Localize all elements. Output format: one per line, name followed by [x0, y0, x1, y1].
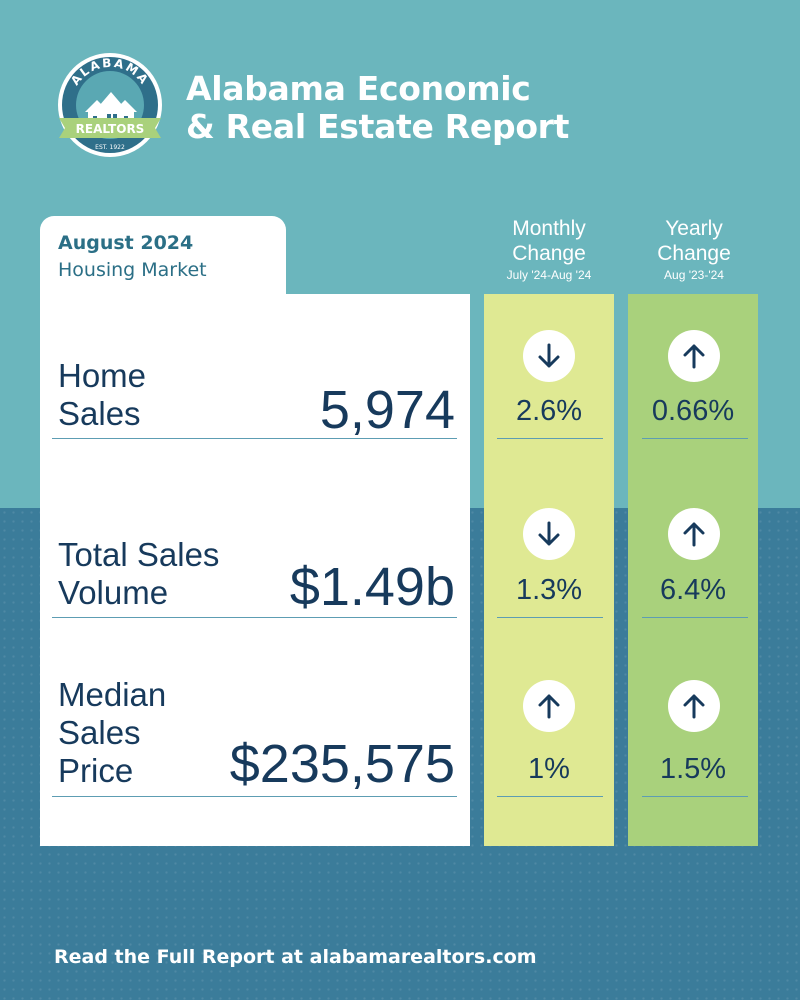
home-sales-monthly-change: 2.6%	[515, 395, 583, 427]
title-line-1: Alabama Economic	[186, 69, 531, 108]
monthly-header-line-2: Change	[512, 242, 586, 265]
card-subtitle: Housing Market	[58, 259, 207, 281]
row-label-home-sales: Home Sales	[58, 357, 146, 433]
total-sales-volume-value: $1.49b	[289, 557, 455, 617]
row-divider	[52, 796, 457, 797]
median-sales-price-value: $235,575	[229, 734, 455, 794]
row-label-line: Median	[58, 676, 167, 713]
row-divider	[52, 438, 457, 439]
median-sales-price-monthly-change: 1%	[528, 753, 570, 785]
yearly-header-line-1: Yearly	[665, 217, 723, 240]
yearly-change-header: Yearly Change Aug '23-'24	[624, 216, 764, 284]
up-arrow-icon	[523, 680, 575, 732]
down-arrow-icon	[523, 330, 575, 382]
row-divider	[52, 617, 457, 618]
row-label-line: Sales	[58, 714, 141, 751]
home-sales-yearly-change: 0.66%	[651, 395, 735, 427]
total-sales-volume-yearly-change: 6.4%	[659, 574, 727, 606]
yearly-header-line-2: Change	[657, 242, 731, 265]
report-title: Alabama Economic & Real Estate Report	[186, 70, 746, 146]
row-label-line: Sales	[58, 395, 141, 432]
monthly-header-range: July '24-Aug '24	[506, 268, 592, 282]
row-label-line: Volume	[58, 574, 169, 611]
median-sales-price-yearly-change: 1.5%	[659, 753, 727, 785]
housing-card	[40, 294, 470, 846]
alabama-realtors-logo: ALABAMA REALTORS EST. 1922	[55, 50, 165, 160]
home-sales-value: 5,974	[319, 380, 455, 440]
logo-banner-text: REALTORS	[76, 122, 145, 136]
title-line-2: & Real Estate Report	[186, 107, 570, 146]
cell-divider	[497, 438, 603, 439]
cell-divider	[497, 796, 603, 797]
up-arrow-icon	[668, 508, 720, 560]
cell-divider	[642, 617, 748, 618]
yearly-header-range: Aug '23-'24	[664, 268, 724, 282]
monthly-header-line-1: Monthly	[512, 217, 586, 240]
cell-divider	[497, 617, 603, 618]
footer-link-text[interactable]: Read the Full Report at alabamarealtors.…	[54, 946, 537, 968]
down-arrow-icon	[523, 508, 575, 560]
logo-est-text: EST. 1922	[95, 144, 125, 151]
cell-divider	[642, 438, 748, 439]
up-arrow-icon	[668, 680, 720, 732]
yearly-change-column	[628, 294, 758, 846]
up-arrow-icon	[668, 330, 720, 382]
monthly-change-header: Monthly Change July '24-Aug '24	[479, 216, 619, 284]
card-month: August 2024	[58, 232, 194, 254]
row-label-line: Home	[58, 357, 147, 394]
total-sales-volume-monthly-change: 1.3%	[515, 574, 583, 606]
row-label-line: Price	[58, 752, 134, 789]
row-label-total-sales-volume: Total Sales Volume	[58, 536, 219, 612]
monthly-change-column	[484, 294, 614, 846]
row-label-line: Total Sales	[58, 536, 220, 573]
row-label-median-sales-price: Median Sales Price	[58, 676, 166, 790]
cell-divider	[642, 796, 748, 797]
